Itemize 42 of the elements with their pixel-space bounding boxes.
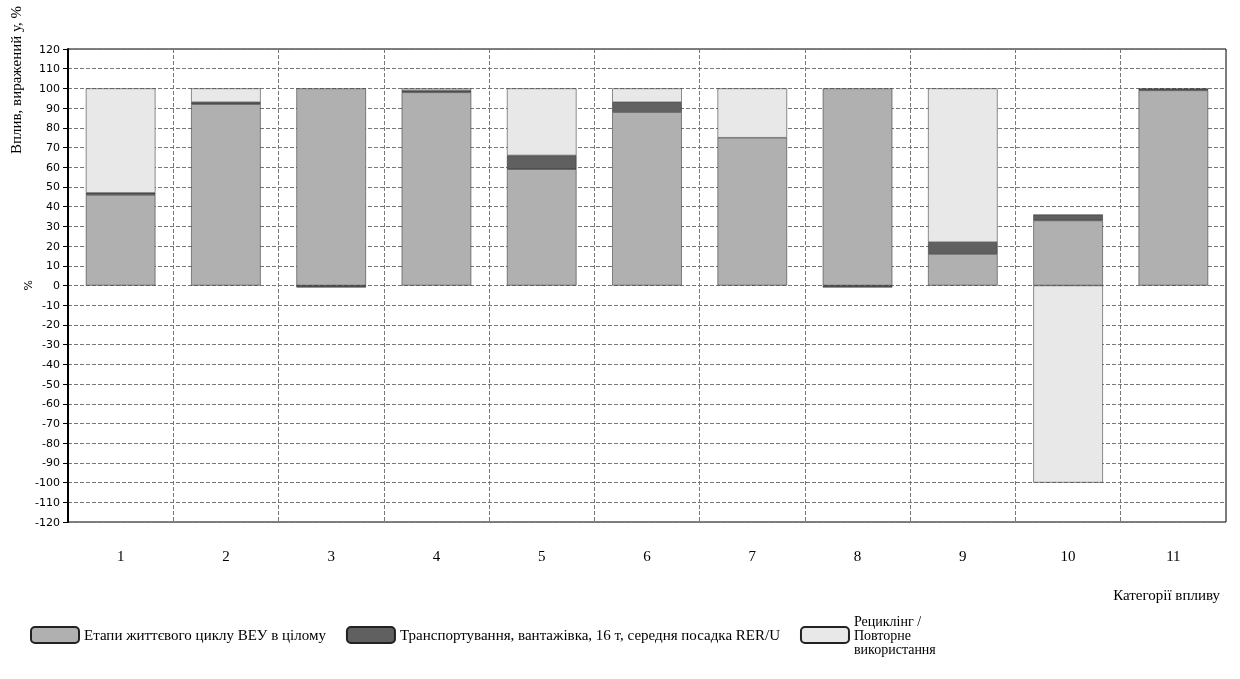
- y-tick-label: 70: [46, 141, 60, 155]
- x-tick-label: 7: [748, 547, 757, 564]
- x-axis-title: Категорії впливу: [1113, 586, 1221, 603]
- x-tick-label: 8: [853, 547, 862, 564]
- x-tick-label: 4: [432, 547, 441, 564]
- y-tick-label: -110: [35, 495, 60, 509]
- y-tick-label: -50: [42, 377, 60, 391]
- x-tick-label: 11: [1166, 547, 1181, 564]
- y-tick-label: 90: [46, 101, 60, 115]
- legend-label: Транспортування, вантажівка, 16 т, середня посадка RER/U: [399, 627, 781, 643]
- y-tick-label: -10: [42, 298, 60, 312]
- y-tick-label: -80: [42, 436, 60, 450]
- x-tick-label: 1: [116, 547, 125, 564]
- y-tick-label: 20: [46, 239, 60, 253]
- y-tick-label: -30: [42, 338, 60, 352]
- y-tick-label: 110: [39, 62, 60, 76]
- y-tick-label: -40: [42, 357, 60, 371]
- y-tick-label: 40: [46, 200, 60, 214]
- y-axis-title: Вплив, виражений у, %: [8, 6, 24, 155]
- x-tick-label: 10: [1060, 547, 1076, 564]
- y-tick-label: -90: [42, 456, 60, 470]
- y-tick-label: 120: [39, 42, 60, 56]
- y-tick-label: -100: [35, 476, 60, 490]
- x-tick-label: 3: [327, 547, 335, 564]
- y-tick-label: 10: [46, 259, 60, 273]
- x-tick-label: 5: [537, 547, 546, 564]
- legend-label: Рециклінг / Повторне використання: [853, 613, 937, 657]
- y-tick-label: -70: [42, 416, 60, 430]
- y-tick-label: 80: [46, 121, 60, 135]
- legend-label: Етапи життєвого циклу ВЕУ в цілому: [84, 627, 327, 643]
- y-tick-label: 100: [39, 81, 60, 95]
- y-tick-label: -20: [42, 318, 60, 332]
- y-tick-label: 0: [53, 279, 60, 292]
- y-tick-label: 50: [46, 180, 60, 194]
- y-tick-label: 30: [46, 219, 60, 233]
- y-tick-label: -120: [35, 515, 60, 529]
- y-tick-label: -60: [42, 397, 60, 411]
- text: %: [22, 280, 35, 291]
- y-tick-label: 60: [46, 160, 60, 174]
- x-tick-label: 9: [959, 547, 967, 564]
- x-tick-label: 6: [643, 547, 652, 564]
- x-tick-label: 2: [222, 547, 230, 564]
